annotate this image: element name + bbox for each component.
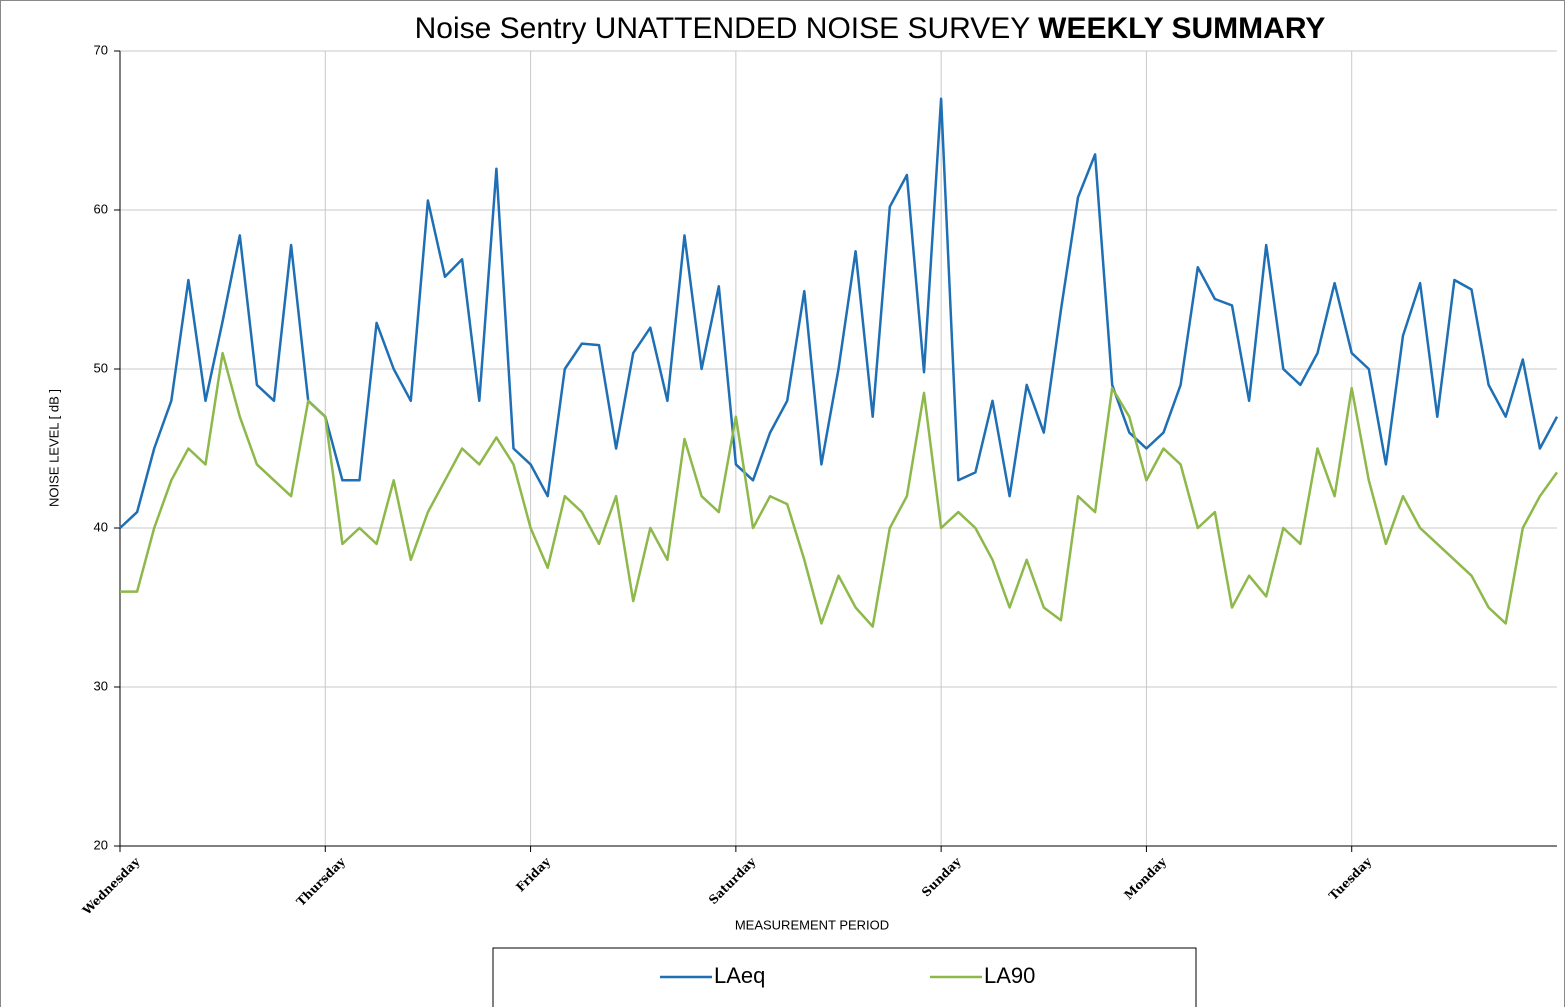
y-tick-label: 70 xyxy=(94,42,108,57)
x-tick-label: Monday xyxy=(1122,854,1170,902)
y-tick-label: 60 xyxy=(94,201,108,216)
y-tick-label: 20 xyxy=(94,837,108,852)
x-tick-label: Wednesday xyxy=(79,854,143,918)
x-tick-label: Thursday xyxy=(294,854,349,909)
y-tick-label: 50 xyxy=(94,360,108,375)
legend-label: LA90 xyxy=(984,963,1035,988)
x-axis-label: MEASUREMENT PERIOD xyxy=(735,917,889,932)
y-tick-label: 30 xyxy=(94,678,108,693)
x-tick-label: Tuesday xyxy=(1326,854,1375,903)
y-tick-label: 40 xyxy=(94,519,108,534)
title-text: Noise Sentry UNATTENDED NOISE SURVEY xyxy=(415,12,1031,45)
series-line xyxy=(120,351,1559,628)
series-line xyxy=(119,97,1559,529)
chart-title: Noise Sentry UNATTENDED NOISE SURVEY WEE… xyxy=(415,12,1326,45)
legend-label: LAeq xyxy=(714,963,765,988)
x-tick-label: Saturday xyxy=(706,854,759,907)
title-emphasis: WEEKLY SUMMARY xyxy=(1038,12,1325,45)
x-tick-label: Friday xyxy=(513,854,554,895)
legend-box xyxy=(492,947,1197,1007)
y-axis-label: NOISE LEVEL [ dB ] xyxy=(46,389,61,507)
x-tick-label: Sunday xyxy=(919,854,964,899)
